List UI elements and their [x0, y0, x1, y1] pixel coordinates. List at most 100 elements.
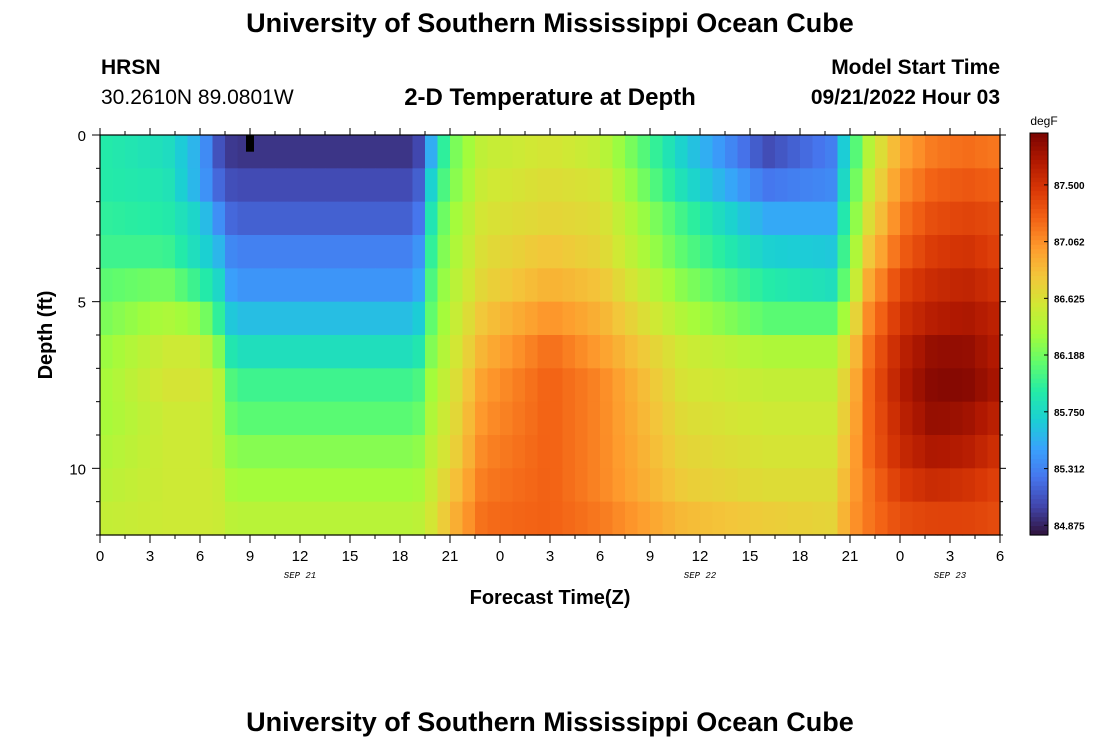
colorbar-segment	[1030, 526, 1048, 532]
heatmap-cell	[137, 501, 151, 536]
heatmap-cell	[287, 368, 301, 403]
heatmap-cell	[562, 201, 576, 236]
heatmap-cell	[325, 401, 339, 436]
heatmap-cell	[812, 435, 826, 469]
heatmap-cell	[487, 368, 501, 403]
heatmap-cell	[462, 268, 476, 303]
heatmap-cell	[350, 368, 364, 403]
heatmap-cell	[450, 168, 464, 203]
heatmap-cell	[587, 468, 601, 503]
heatmap-cell	[800, 168, 814, 203]
heatmap-cell	[412, 301, 426, 336]
colorbar-segment	[1030, 271, 1048, 277]
heatmap-cell	[775, 368, 789, 403]
heatmap-cell	[162, 168, 176, 203]
heatmap-cell	[950, 401, 964, 436]
heatmap-cell	[750, 268, 764, 303]
colorbar-segment	[1030, 177, 1048, 183]
heatmap-cell	[925, 435, 939, 469]
x-axis-label: Forecast Time(Z)	[470, 587, 631, 609]
colorbar-segment	[1030, 405, 1048, 411]
heatmap-cell	[912, 268, 926, 303]
heatmap-cell	[187, 435, 201, 469]
heatmap-cell	[175, 501, 189, 536]
heatmap-cell	[975, 135, 989, 169]
heatmap-cell	[850, 501, 864, 536]
heatmap-cell	[450, 135, 464, 169]
heatmap-cell	[600, 501, 614, 536]
heatmap-cell	[237, 201, 251, 236]
heatmap-cell	[425, 335, 439, 369]
heatmap-cell	[387, 168, 401, 203]
heatmap-cell	[150, 468, 164, 503]
heatmap-cell	[562, 501, 576, 536]
heatmap-cell	[125, 201, 139, 236]
heatmap-cell	[750, 168, 764, 203]
colorbar-segment	[1030, 365, 1048, 371]
heatmap-cell	[550, 168, 564, 203]
heatmap-cell	[362, 235, 376, 269]
colorbar-segment	[1030, 396, 1048, 402]
heatmap-cell	[275, 435, 289, 469]
heatmap-cell	[412, 135, 426, 169]
heatmap-cell	[850, 435, 864, 469]
heatmap-cell	[262, 268, 276, 303]
heatmap-cell	[300, 135, 314, 169]
heatmap-cell	[125, 135, 139, 169]
heatmap-cell	[100, 201, 114, 236]
heatmap-cell	[512, 168, 526, 203]
heatmap-cell	[325, 301, 339, 336]
heatmap-cell	[862, 368, 876, 403]
colorbar-segment	[1030, 275, 1048, 281]
heatmap-cell	[112, 135, 126, 169]
colorbar-segment	[1030, 262, 1048, 268]
heatmap-cell	[937, 301, 951, 336]
heatmap-cell	[462, 168, 476, 203]
heatmap-cell	[750, 501, 764, 536]
heatmap-cell	[662, 135, 676, 169]
heatmap-cell	[275, 268, 289, 303]
heatmap-cell	[625, 401, 639, 436]
heatmap-cell	[875, 368, 889, 403]
heatmap-cell	[725, 268, 739, 303]
heatmap-cell	[412, 335, 426, 369]
heatmap-cell	[500, 235, 514, 269]
heatmap-cell	[137, 401, 151, 436]
heatmap-cell	[237, 268, 251, 303]
colorbar-segment	[1030, 249, 1048, 255]
heatmap-cell	[925, 468, 939, 503]
heatmap-cell	[175, 235, 189, 269]
heatmap-cell	[537, 301, 551, 336]
heatmap-cell	[712, 235, 726, 269]
heatmap-cell	[362, 368, 376, 403]
heatmap-cell	[475, 401, 489, 436]
heatmap-cell	[787, 301, 801, 336]
heatmap-cell	[600, 168, 614, 203]
heatmap-cell	[975, 168, 989, 203]
heatmap-cell	[600, 201, 614, 236]
heatmap-cell	[937, 268, 951, 303]
heatmap-cell	[200, 268, 214, 303]
heatmap-cell	[612, 368, 626, 403]
heatmap-cell	[212, 201, 226, 236]
heatmap-cell	[787, 235, 801, 269]
heatmap-cell	[375, 268, 389, 303]
heatmap-cell	[337, 135, 351, 169]
colorbar-segment	[1030, 200, 1048, 206]
colorbar-segment	[1030, 226, 1048, 232]
heatmap-cell	[575, 368, 589, 403]
heatmap-cell	[812, 501, 826, 536]
heatmap-cell	[525, 501, 539, 536]
heatmap-cell	[562, 435, 576, 469]
heatmap-cell	[350, 268, 364, 303]
heatmap-cell	[662, 168, 676, 203]
heatmap-cell	[525, 201, 539, 236]
heatmap-cell	[275, 501, 289, 536]
heatmap-cell	[687, 335, 701, 369]
colorbar-segment	[1030, 240, 1048, 246]
heatmap-cell	[612, 235, 626, 269]
heatmap-cell	[950, 235, 964, 269]
heatmap-cell	[587, 301, 601, 336]
heatmap-cell	[887, 335, 901, 369]
heatmap-cell	[162, 235, 176, 269]
